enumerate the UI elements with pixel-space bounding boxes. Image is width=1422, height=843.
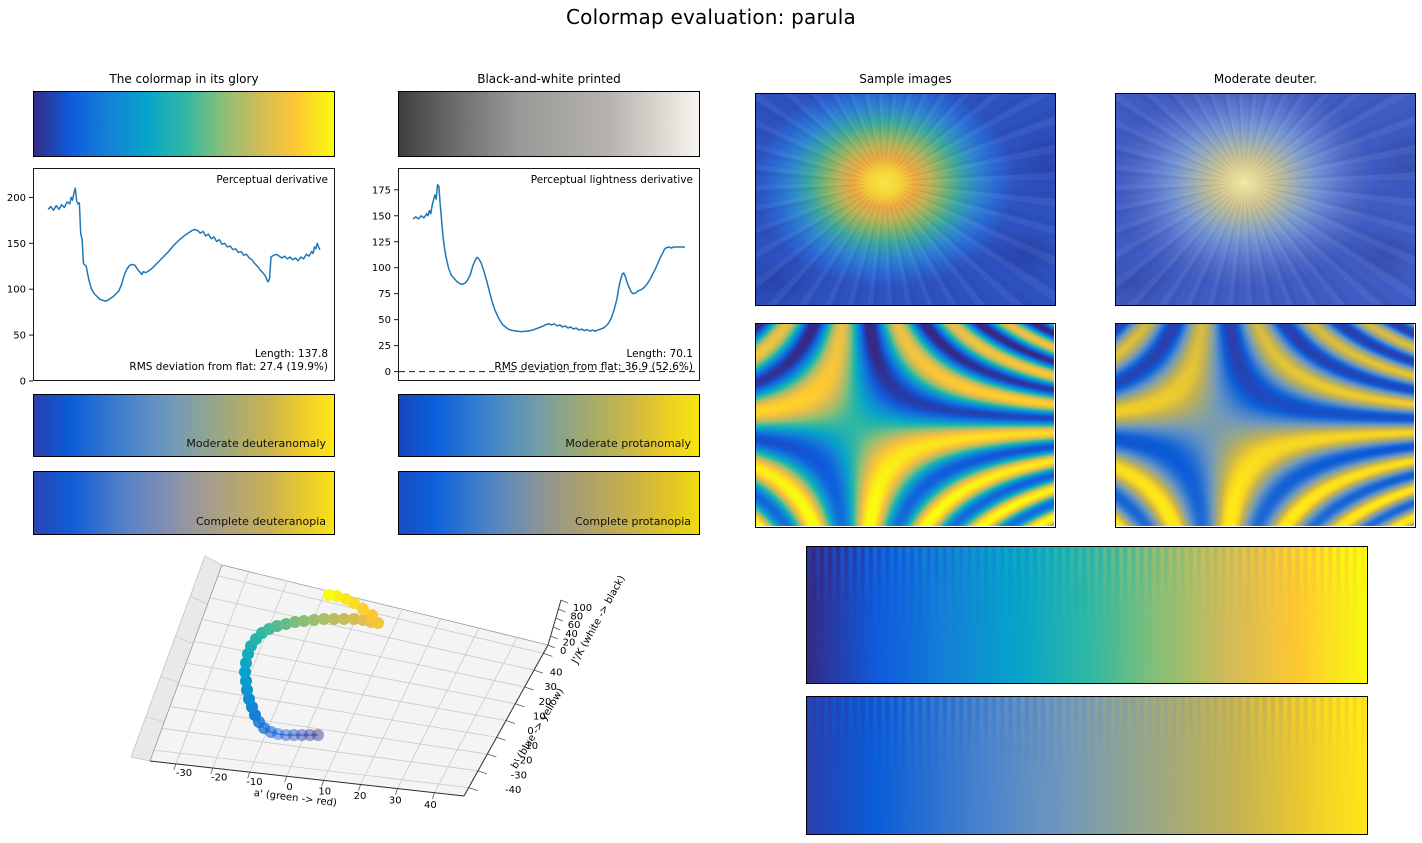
svg-text:40: 40 bbox=[424, 800, 437, 811]
perceptual-lightness-derivative-plot: 0 25 50 75 100 125 150 175 Perceptual lightness … bbox=[372, 168, 700, 381]
svg-text:-30: -30 bbox=[511, 770, 527, 781]
svg-text:100: 100 bbox=[372, 263, 391, 274]
terrain-render-deuter bbox=[1116, 94, 1415, 305]
svg-text:0: 0 bbox=[560, 646, 566, 657]
svg-text:150: 150 bbox=[372, 211, 391, 222]
svg-text:10: 10 bbox=[533, 712, 546, 723]
cvd-label: Complete deuteranopia bbox=[195, 515, 326, 528]
panel-title-glory: The colormap in its glory bbox=[109, 72, 259, 86]
colorbar-complete-deuteranopia: Complete deuteranopia bbox=[33, 471, 335, 535]
svg-text:75: 75 bbox=[378, 289, 391, 300]
svg-text:80: 80 bbox=[570, 612, 583, 623]
svg-text:30: 30 bbox=[389, 796, 402, 807]
sineramp-render-deuter bbox=[807, 697, 1367, 834]
svg-text:0: 0 bbox=[385, 367, 391, 378]
svg-text:175: 175 bbox=[372, 185, 391, 196]
svg-text:100: 100 bbox=[7, 285, 26, 296]
svg-text:50: 50 bbox=[13, 331, 26, 342]
panel-title-deuter-samples: Moderate deuter. bbox=[1213, 72, 1318, 86]
svg-text:50: 50 bbox=[378, 315, 391, 326]
colorbar-complete-protanopia: Complete protanopia bbox=[398, 471, 700, 535]
colorbar-moderate-protanomaly: Moderate protanomaly bbox=[398, 394, 700, 457]
svg-text:125: 125 bbox=[372, 237, 391, 248]
svg-text:0: 0 bbox=[527, 726, 533, 737]
svg-text:20: 20 bbox=[539, 697, 552, 708]
svg-text:40: 40 bbox=[550, 667, 563, 678]
svg-text:RMS deviation from flat: 27.4: RMS deviation from flat: 27.4 (19.9%) bbox=[129, 361, 328, 373]
svg-text:0: 0 bbox=[20, 377, 26, 388]
panel-title-bw: Black-and-white printed bbox=[477, 72, 621, 86]
svg-text:Perceptual lightness derivativ: Perceptual lightness derivative bbox=[531, 174, 693, 186]
svg-text:-40: -40 bbox=[505, 785, 521, 796]
figure-title: Colormap evaluation: parula bbox=[565, 5, 856, 29]
svg-text:Perceptual derivative: Perceptual derivative bbox=[216, 174, 328, 186]
colorbar-grayscale bbox=[398, 91, 700, 157]
svg-text:150: 150 bbox=[7, 239, 26, 250]
colorspace-3d-plot: -30 -20 -10 0 10 20 30 40-40-30-20-100102030400… bbox=[130, 555, 628, 811]
svg-text:10: 10 bbox=[318, 786, 331, 797]
svg-text:-10: -10 bbox=[522, 741, 538, 752]
cvd-label: Moderate deuteranomaly bbox=[186, 437, 326, 450]
waves-render-deuter bbox=[1116, 324, 1414, 526]
svg-text:20: 20 bbox=[563, 637, 576, 648]
cvd-label: Moderate protanomaly bbox=[565, 437, 691, 450]
waves-render bbox=[756, 324, 1054, 526]
svg-text:Length: 70.1: Length: 70.1 bbox=[627, 348, 693, 360]
svg-text:30: 30 bbox=[544, 682, 557, 693]
sample-waves-image bbox=[755, 323, 1056, 528]
perceptual-derivative-plot: 0 50 100 150 200 Perceptual derivative Length:… bbox=[7, 168, 335, 388]
svg-text:60: 60 bbox=[568, 620, 581, 631]
sineramp-deuteranomaly bbox=[806, 696, 1368, 835]
svg-text:20: 20 bbox=[354, 791, 367, 802]
cvd-label: Complete protanopia bbox=[574, 515, 691, 528]
svg-text:-20: -20 bbox=[516, 756, 532, 767]
sample-terrain-image bbox=[755, 93, 1056, 306]
svg-text:-30: -30 bbox=[176, 768, 192, 779]
svg-text:-10: -10 bbox=[246, 777, 262, 788]
svg-text:Length: 137.8: Length: 137.8 bbox=[255, 348, 328, 360]
colorbar-moderate-deuteranomaly: Moderate deuteranomaly bbox=[33, 394, 335, 457]
svg-text:40: 40 bbox=[565, 629, 578, 640]
terrain-render bbox=[756, 94, 1055, 305]
colorbar-parula bbox=[33, 91, 335, 157]
panel-title-samples: Sample images bbox=[859, 72, 952, 86]
sample-waves-image-deuter bbox=[1115, 323, 1416, 528]
sineramp-render bbox=[807, 547, 1367, 683]
svg-text:RMS deviation from flat: 36.9: RMS deviation from flat: 36.9 (52.6%) bbox=[494, 361, 693, 373]
svg-text:100: 100 bbox=[573, 603, 592, 614]
svg-text:25: 25 bbox=[378, 341, 391, 352]
sineramp-parula bbox=[806, 546, 1368, 684]
svg-text:-20: -20 bbox=[211, 773, 227, 784]
svg-text:0: 0 bbox=[286, 782, 292, 793]
sample-terrain-image-deuter bbox=[1115, 93, 1416, 306]
svg-text:200: 200 bbox=[7, 193, 26, 204]
